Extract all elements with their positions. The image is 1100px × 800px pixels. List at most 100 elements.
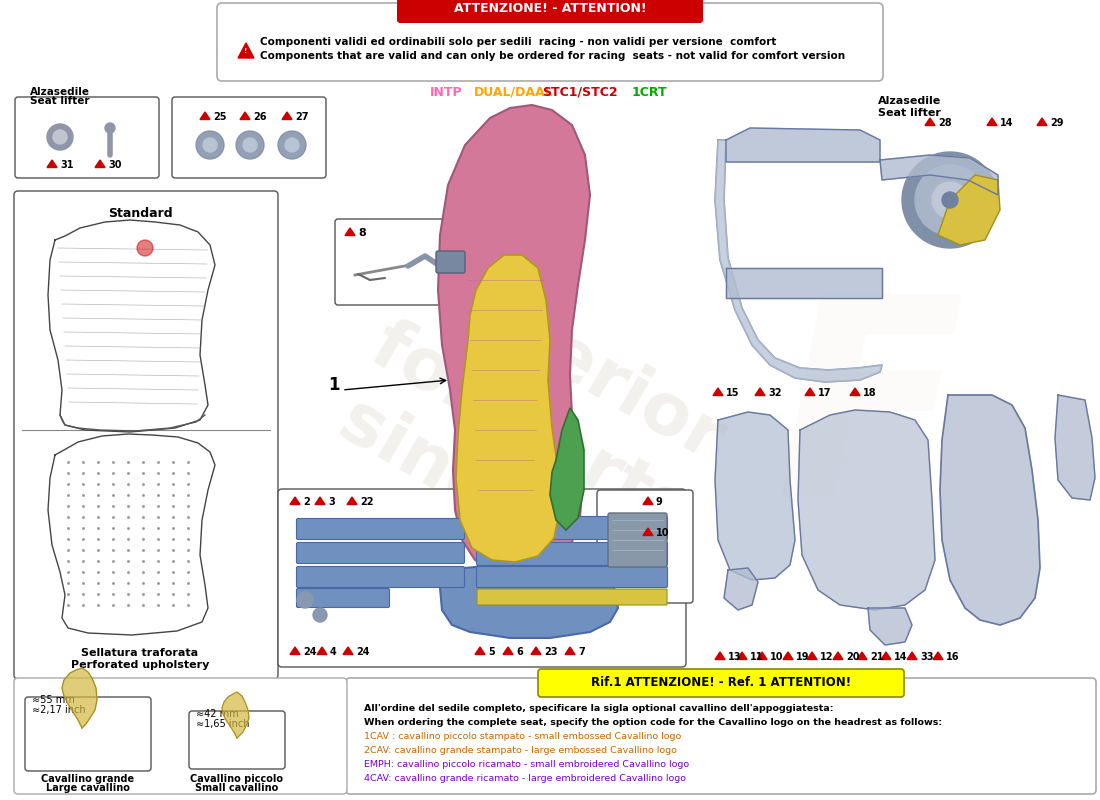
Circle shape xyxy=(314,608,327,622)
Circle shape xyxy=(278,131,306,159)
Polygon shape xyxy=(346,497,358,505)
Circle shape xyxy=(285,138,299,152)
Polygon shape xyxy=(938,175,1000,245)
Polygon shape xyxy=(290,647,300,654)
Polygon shape xyxy=(713,388,723,395)
Text: INTP: INTP xyxy=(430,86,463,98)
Text: 17: 17 xyxy=(818,388,832,398)
Polygon shape xyxy=(805,388,815,395)
Text: 8: 8 xyxy=(358,228,365,238)
Text: 26: 26 xyxy=(253,112,266,122)
Text: Small cavallino: Small cavallino xyxy=(196,783,278,793)
Polygon shape xyxy=(940,395,1040,625)
Text: 4CAV: cavallino grande ricamato - large embroidered Cavallino logo: 4CAV: cavallino grande ricamato - large … xyxy=(364,774,686,783)
Polygon shape xyxy=(222,692,249,738)
Polygon shape xyxy=(240,112,250,119)
Text: 19: 19 xyxy=(796,652,810,662)
Text: 10: 10 xyxy=(656,528,670,538)
Polygon shape xyxy=(565,647,575,654)
Circle shape xyxy=(138,240,153,256)
Polygon shape xyxy=(345,228,355,235)
Polygon shape xyxy=(644,528,653,535)
FancyBboxPatch shape xyxy=(476,542,668,566)
Polygon shape xyxy=(783,652,793,659)
Polygon shape xyxy=(503,647,513,654)
Text: 3: 3 xyxy=(328,497,334,507)
FancyBboxPatch shape xyxy=(608,513,667,567)
Polygon shape xyxy=(550,408,584,530)
FancyBboxPatch shape xyxy=(477,589,667,605)
FancyBboxPatch shape xyxy=(597,490,693,603)
Polygon shape xyxy=(456,255,560,562)
Text: DUAL/DAAL: DUAL/DAAL xyxy=(474,86,553,98)
Text: 11: 11 xyxy=(750,652,763,662)
Text: 28: 28 xyxy=(938,118,952,128)
Text: 25: 25 xyxy=(213,112,227,122)
FancyBboxPatch shape xyxy=(297,566,464,587)
Polygon shape xyxy=(715,412,795,580)
Text: Cavallino grande: Cavallino grande xyxy=(42,774,134,784)
Text: 1CAV : cavallino piccolo stampato - small embossed Cavallino logo: 1CAV : cavallino piccolo stampato - smal… xyxy=(364,732,681,741)
Polygon shape xyxy=(833,652,843,659)
Circle shape xyxy=(204,138,217,152)
Polygon shape xyxy=(715,652,725,659)
Text: 6: 6 xyxy=(516,647,522,657)
Text: ≈2,17 inch: ≈2,17 inch xyxy=(32,705,86,715)
Text: F: F xyxy=(776,285,965,555)
Text: 1CRT: 1CRT xyxy=(632,86,668,98)
Polygon shape xyxy=(440,565,618,638)
FancyBboxPatch shape xyxy=(297,589,389,607)
Circle shape xyxy=(243,138,257,152)
Text: !: ! xyxy=(244,48,248,54)
Text: Alzasedile: Alzasedile xyxy=(878,96,942,106)
Text: 24: 24 xyxy=(302,647,317,657)
Text: 23: 23 xyxy=(544,647,558,657)
Text: 33: 33 xyxy=(920,652,934,662)
Text: ATTENZIONE! - ATTENTION!: ATTENZIONE! - ATTENTION! xyxy=(453,2,647,15)
Text: 12: 12 xyxy=(820,652,834,662)
Text: 30: 30 xyxy=(108,160,121,170)
Text: 14: 14 xyxy=(894,652,908,662)
Polygon shape xyxy=(290,497,300,505)
FancyBboxPatch shape xyxy=(476,566,668,587)
Polygon shape xyxy=(726,128,880,162)
Text: 32: 32 xyxy=(768,388,781,398)
Polygon shape xyxy=(925,118,935,126)
Polygon shape xyxy=(868,608,912,645)
FancyBboxPatch shape xyxy=(397,0,703,23)
Polygon shape xyxy=(282,112,292,119)
Text: 14: 14 xyxy=(1000,118,1013,128)
Circle shape xyxy=(53,130,67,144)
FancyBboxPatch shape xyxy=(336,219,471,305)
Polygon shape xyxy=(62,668,97,728)
Text: ≈1,65 inch: ≈1,65 inch xyxy=(196,719,250,729)
FancyBboxPatch shape xyxy=(25,697,151,771)
Polygon shape xyxy=(238,43,254,58)
Text: Componenti validi ed ordinabili solo per sedili  racing - non validi per version: Componenti validi ed ordinabili solo per… xyxy=(260,37,777,47)
FancyBboxPatch shape xyxy=(297,542,464,563)
Text: superior
for parts
since 1: superior for parts since 1 xyxy=(319,242,741,618)
Circle shape xyxy=(932,182,968,218)
Text: 29: 29 xyxy=(1050,118,1064,128)
Polygon shape xyxy=(531,647,541,654)
Text: 27: 27 xyxy=(295,112,308,122)
Circle shape xyxy=(236,131,264,159)
Text: EMPH: cavallino piccolo ricamato - small embroidered Cavallino logo: EMPH: cavallino piccolo ricamato - small… xyxy=(364,760,689,769)
Circle shape xyxy=(902,152,998,248)
Polygon shape xyxy=(908,652,917,659)
Text: Cavallino piccolo: Cavallino piccolo xyxy=(190,774,284,784)
Polygon shape xyxy=(475,647,485,654)
FancyBboxPatch shape xyxy=(436,251,465,273)
Polygon shape xyxy=(343,647,353,654)
Text: When ordering the complete seat, specify the option code for the Cavallino logo : When ordering the complete seat, specify… xyxy=(364,718,942,727)
Polygon shape xyxy=(315,497,324,505)
Text: 21: 21 xyxy=(870,652,883,662)
Text: 15: 15 xyxy=(726,388,739,398)
Polygon shape xyxy=(850,388,860,395)
Text: 2CAV: cavallino grande stampato - large embossed Cavallino logo: 2CAV: cavallino grande stampato - large … xyxy=(364,746,676,755)
Polygon shape xyxy=(724,568,758,610)
Polygon shape xyxy=(880,155,998,195)
Polygon shape xyxy=(1037,118,1047,126)
Circle shape xyxy=(942,192,958,208)
FancyBboxPatch shape xyxy=(297,518,464,539)
